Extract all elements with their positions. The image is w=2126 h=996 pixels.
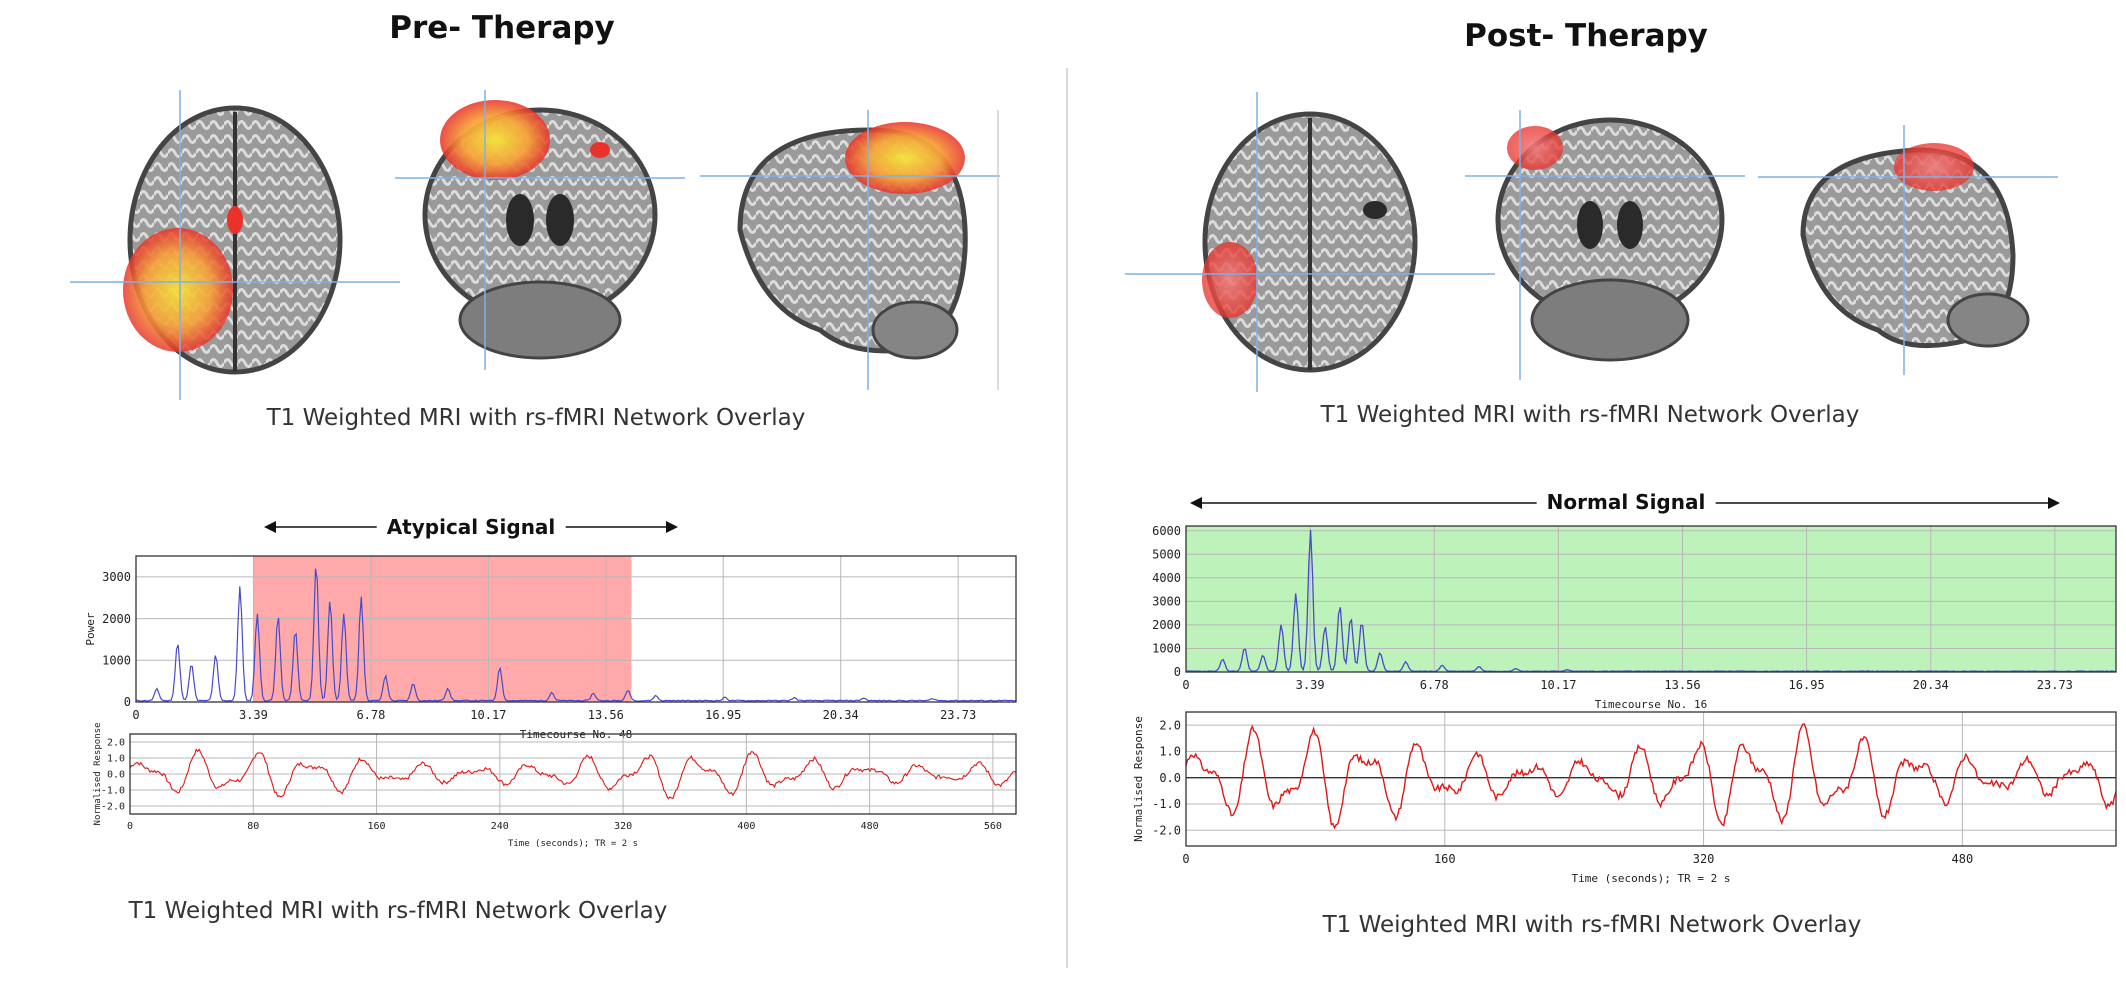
post-mri-caption: T1 Weighted MRI with rs-fMRI Network Ove… [1320,402,1860,428]
pre-power-x-tick-label: 16.95 [705,708,741,722]
pre-response-y-tick-label: -1.0 [101,786,125,797]
pre-response-x-axis-label: Time (seconds); TR = 2 s [508,839,638,849]
pre-bottom-caption: T1 Weighted MRI with rs-fMRI Network Ove… [128,898,668,924]
pre-power-x-tick-label: 10.17 [470,708,506,722]
pre-power-x-tick-label: 3.39 [239,708,268,722]
pre-power-x-tick-label: 6.78 [356,708,385,722]
pre-response-x-tick-label: 400 [737,821,755,832]
post-power-x-tick-label: 6.78 [1420,678,1449,692]
pre-power-y-axis-label: Power [84,612,97,645]
post-power-x-tick-label: 20.34 [1913,678,1949,692]
post-power-y-tick-label: 3000 [1152,595,1181,609]
sagittal-brain-slice-icon [1758,125,2058,375]
post-response-y-axis-label: Normalised Response [1132,716,1145,842]
pre-response-series-line [129,748,1017,800]
post-response-x-axis-label: Time (seconds); TR = 2 s [1572,872,1731,885]
post-power-y-tick-label: 2000 [1152,618,1181,632]
pre-response-x-tick-label: 560 [984,821,1002,832]
post-power-x-tick-label: 3.39 [1296,678,1325,692]
coronal-brain-slice-icon [395,90,685,370]
axial-brain-slice-icon [1125,92,1495,392]
post-response-y-tick-label: 1.0 [1159,745,1181,759]
post-response-chart: 0 160 320 480 -2.0 -1.0 0.0 1.0 2.0 Time (seconds… [1132,711,2117,885]
post-response-y-tick-label: -2.0 [1152,823,1181,837]
pre-response-x-tick-label: 0 [127,821,133,832]
pre-response-x-tick-label: 160 [368,821,386,832]
post-response-y-tick-label: 2.0 [1159,718,1181,732]
post-response-plot-frame [1185,711,2117,847]
post-power-y-tick-label: 4000 [1152,571,1181,585]
pre-power-y-tick-label: 2000 [102,612,131,626]
post-bottom-caption: T1 Weighted MRI with rs-fMRI Network Ove… [1322,912,1862,938]
axial-brain-slice-icon [70,90,400,400]
post-response-y-tick-label: -1.0 [1152,797,1181,811]
pre-power-y-tick-label: 0 [124,695,131,709]
post-power-x-tick-label: 16.95 [1789,678,1825,692]
post-power-x-axis-label: Timecourse No. 16 [1595,698,1708,711]
pre-response-chart: 0 80 160 240 320 400 480 560 -2.0 -1.0 0.0 1.0 2.0 Ti… [93,723,1017,849]
pre-therapy-title: Pre- Therapy [389,10,615,46]
pre-power-spectrum-chart: 0 3.39 6.78 10.17 13.56 16.95 20.34 23.73 0 1000 2… [84,555,1017,741]
post-response-x-tick-label: 0 [1182,852,1189,866]
post-power-x-tick-label: 0 [1182,678,1189,692]
post-response-series-line [1185,723,2117,830]
post-power-y-tick-label: 1000 [1152,642,1181,656]
post-response-x-tick-label: 320 [1693,852,1715,866]
post-power-x-tick-label: 10.17 [1540,678,1576,692]
pre-power-plot-frame [135,555,1017,703]
pre-power-x-tick-label: 20.34 [823,708,859,722]
post-power-y-tick-label: 0 [1174,665,1181,679]
post-power-y-tick-label: 5000 [1152,547,1181,561]
pre-response-x-tick-label: 240 [491,821,509,832]
post-power-plot-frame [1185,525,2117,673]
coronal-brain-slice-icon [1465,110,1745,380]
pre-response-y-tick-label: 0.0 [107,770,125,781]
normal-signal-label: Normal Signal [1536,490,1716,514]
post-power-y-tick-label: 6000 [1152,524,1181,538]
post-response-y-tick-label: 0.0 [1159,771,1181,785]
panel-divider [1066,68,1068,968]
post-therapy-title: Post- Therapy [1464,18,1708,54]
post-power-highlight-region [1186,526,2116,672]
pre-response-y-tick-label: 2.0 [107,738,125,749]
pre-response-plot-frame [129,733,1017,815]
pre-power-x-tick-label: 0 [132,708,139,722]
pre-therapy-panel: Pre- Therapy [70,10,1017,924]
post-response-x-tick-label: 480 [1952,852,1974,866]
pre-response-y-axis-label: Normalised Response [93,723,103,826]
post-power-x-tick-label: 13.56 [1664,678,1700,692]
pre-response-x-tick-label: 80 [247,821,259,832]
pre-response-x-tick-label: 320 [614,821,632,832]
atypical-signal-label: Atypical Signal [376,515,566,539]
pre-power-highlight-region [253,556,632,702]
pre-mri-caption: T1 Weighted MRI with rs-fMRI Network Ove… [266,405,806,431]
pre-power-y-tick-label: 1000 [102,653,131,667]
sagittal-brain-slice-icon [700,110,1000,390]
post-power-x-tick-label: 23.73 [2037,678,2073,692]
pre-response-x-tick-label: 480 [861,821,879,832]
pre-power-y-tick-label: 3000 [102,570,131,584]
post-response-x-tick-label: 160 [1434,852,1456,866]
pre-power-x-tick-label: 23.73 [940,708,976,722]
post-power-spectrum-chart: 0 3.39 6.78 10.17 13.56 16.95 20.34 23.73 0 1000 2… [1152,524,2117,711]
pre-response-y-tick-label: -2.0 [101,802,125,813]
pre-power-series-line [135,568,1017,702]
pre-power-x-tick-label: 13.56 [588,708,624,722]
pre-response-y-tick-label: 1.0 [107,754,125,765]
post-therapy-panel: Post- Therapy T1 Weighted MRI with rs-fM… [1070,0,2126,996]
